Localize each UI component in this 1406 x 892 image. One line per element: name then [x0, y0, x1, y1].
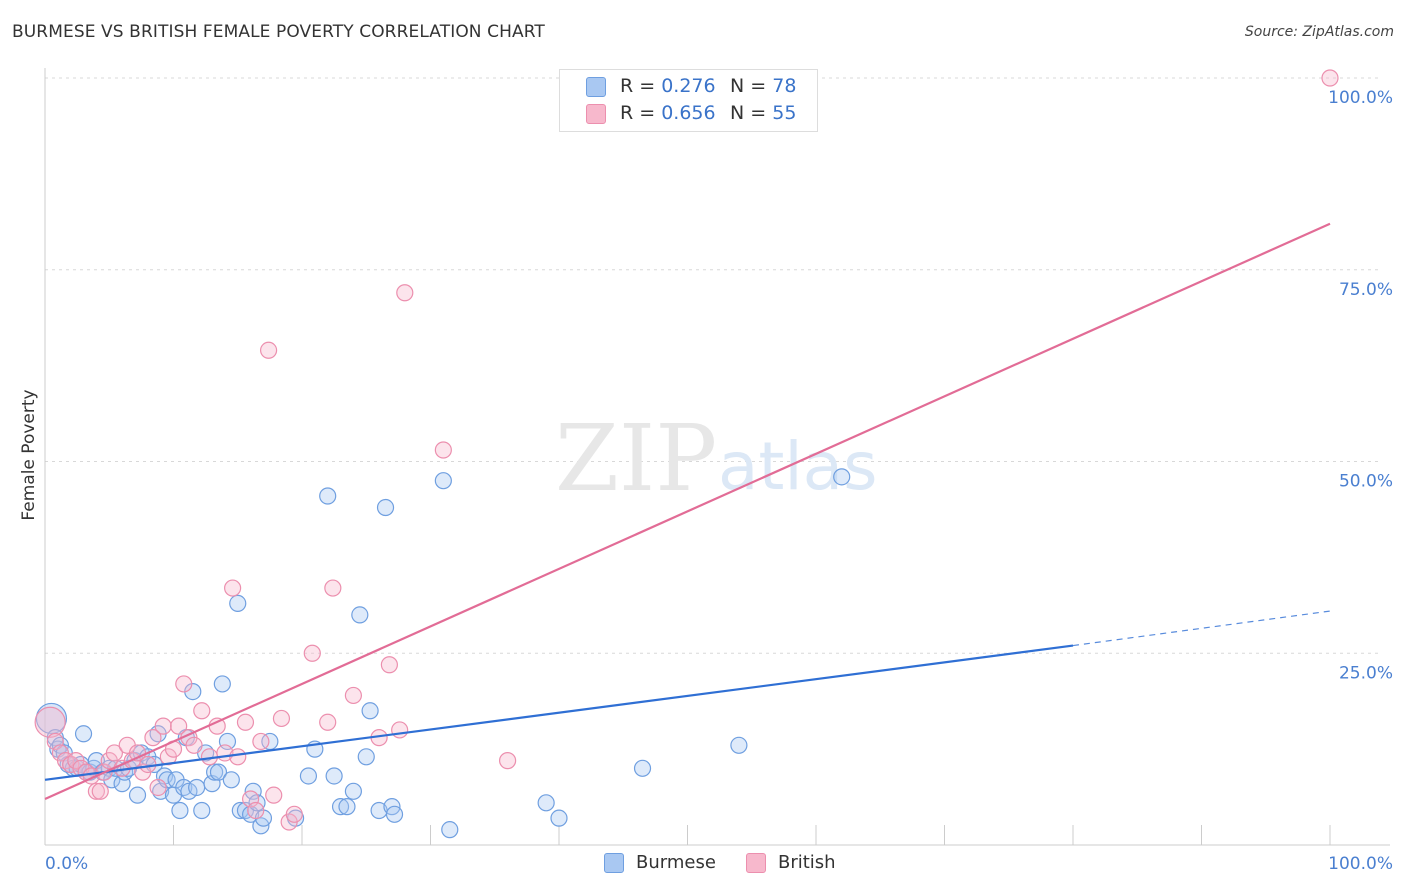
source-label: Source: ZipAtlas.com [1244, 24, 1394, 40]
y-axis-label: Female Poverty [19, 389, 39, 520]
british-point [324, 579, 342, 597]
burmese-point [180, 782, 198, 800]
burmese-point [229, 594, 247, 612]
burmese-point [351, 606, 369, 624]
british-point [154, 717, 172, 735]
british-point [1321, 69, 1339, 87]
axes [44, 68, 1390, 846]
british-legend-label: British [778, 852, 836, 873]
british-point [259, 341, 278, 359]
y-tick-label: 75.0% [1339, 280, 1393, 300]
british-point [229, 748, 247, 766]
british-point [236, 713, 255, 731]
british-point [391, 721, 409, 739]
british-point [149, 778, 167, 797]
british-r-value: 0.656 [661, 102, 716, 124]
british-point [105, 744, 123, 762]
british-point [319, 713, 337, 731]
british-point [499, 752, 517, 770]
burmese-point [213, 675, 231, 693]
british-point [285, 805, 303, 823]
trend-lines [44, 222, 1331, 800]
burmese-point [434, 472, 452, 490]
british-point [193, 702, 211, 720]
burmese-r-label: R = [620, 75, 656, 97]
burmese-point [299, 767, 318, 785]
burmese-point [537, 794, 555, 812]
burmese-legend-swatch [604, 853, 624, 873]
burmese-point [74, 725, 93, 743]
burmese-trend-line [44, 644, 1074, 781]
x-tick-label-max: 100.0% [1328, 854, 1393, 874]
british-point [265, 786, 283, 804]
burmese-point [193, 801, 211, 820]
y-tick-label: 25.0% [1339, 663, 1393, 683]
burmese-point [171, 801, 189, 820]
burmese-point [441, 821, 459, 839]
burmese-point [344, 782, 362, 800]
burmese-point [338, 798, 356, 816]
burmese-swatch [586, 77, 606, 97]
british-point [380, 656, 398, 674]
watermark-atlas: atlas [718, 428, 878, 505]
british-point [144, 729, 162, 747]
british-point [175, 675, 193, 693]
british-point [434, 441, 452, 459]
burmese-point [35, 702, 68, 735]
british-n-value: 55 [772, 102, 797, 124]
british-points [34, 69, 1339, 831]
british-point [224, 579, 242, 597]
y-tick-label: 50.0% [1339, 472, 1393, 492]
burmese-point [357, 748, 375, 766]
burmese-n-value: 78 [772, 75, 797, 97]
british-n-label: N = [730, 102, 767, 124]
watermark-zip: ZIP [555, 405, 717, 512]
british-swatch [586, 104, 606, 124]
burmese-point [385, 805, 404, 823]
british-point [247, 801, 265, 820]
british-r-label: R = [620, 102, 656, 124]
burmese-point [376, 498, 395, 517]
burmese-point [209, 763, 228, 781]
y-tick-label: 100.0% [1328, 88, 1393, 108]
burmese-legend-label: Burmese [636, 852, 716, 873]
burmese-point [361, 702, 379, 720]
chart-title: BURMESE VS BRITISH FEMALE POVERTY CORREL… [12, 22, 545, 42]
british-trend-line [44, 222, 1331, 800]
british-point [344, 686, 362, 705]
grid-lines [45, 77, 1380, 654]
burmese-point [550, 809, 568, 827]
burmese-point [188, 778, 206, 797]
burmese-point [633, 759, 652, 777]
british-point [396, 284, 414, 302]
british-point [185, 736, 203, 754]
british-point [139, 755, 157, 774]
british-point [87, 782, 106, 800]
burmese-point [206, 763, 224, 781]
tick-labels: 100.0% 75.0% 50.0% 25.0% 0.0% 100.0% [45, 88, 1393, 874]
burmese-trend-extension [1072, 610, 1331, 647]
british-point [170, 717, 188, 735]
british-point [91, 782, 109, 800]
british-point [272, 709, 291, 728]
x-tick-label-min: 0.0% [45, 854, 88, 874]
burmese-point [730, 736, 748, 754]
british-legend-swatch [746, 853, 766, 873]
british-point [303, 644, 321, 662]
burmese-point [325, 767, 343, 785]
burmese-point [319, 487, 337, 505]
british-point [252, 732, 270, 751]
burmese-point [331, 798, 350, 816]
watermark: ZIP atlas [555, 405, 878, 512]
burmese-point [128, 786, 147, 804]
burmese-point [833, 468, 851, 486]
burmese-n-label: N = [730, 75, 767, 97]
burmese-point [222, 771, 240, 789]
correlation-legend: R = 0.276 N = 78 R = 0.656 N = 55 [559, 69, 818, 132]
british-point [34, 706, 66, 738]
burmese-r-value: 0.276 [661, 75, 716, 97]
